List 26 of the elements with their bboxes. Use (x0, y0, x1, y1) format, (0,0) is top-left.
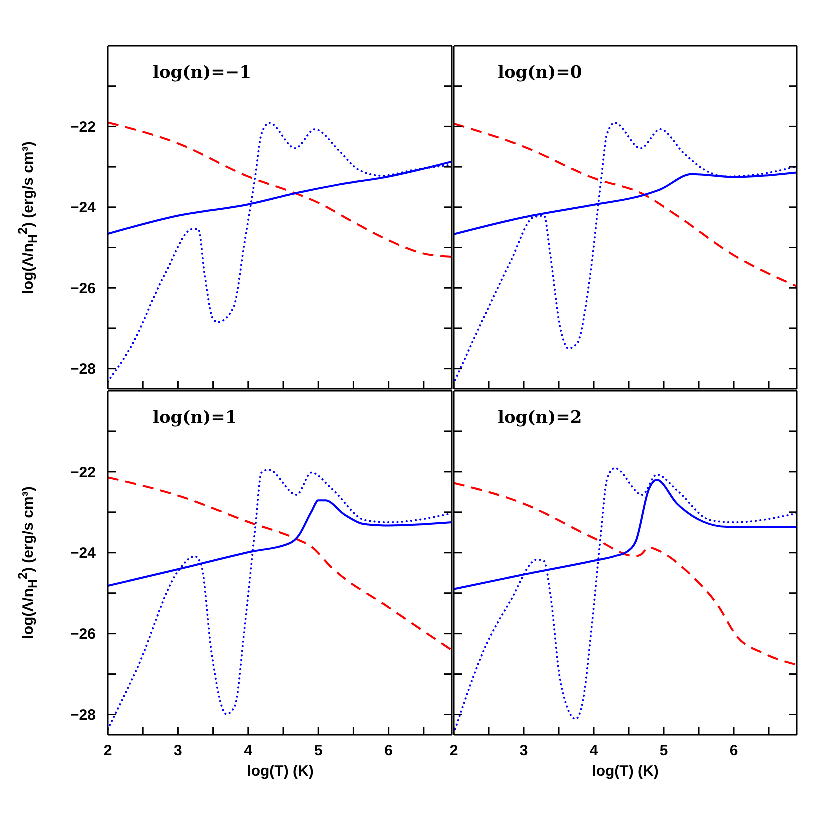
annotation: log(n)=2 (498, 408, 582, 428)
x-axis-title: log(T) (K) (591, 763, 660, 780)
x-tick-label: 4 (244, 742, 254, 760)
y-tick-label: −22 (70, 119, 96, 136)
line-series (108, 122, 452, 258)
x-tick-label: 2 (450, 742, 458, 760)
line-series (108, 476, 452, 652)
x-tick-label: 5 (660, 742, 668, 760)
x-tick-label: 4 (590, 742, 599, 760)
y-tick-label: −24 (70, 545, 97, 562)
y-tick-label: −26 (70, 280, 96, 298)
x-tick-label: 5 (314, 742, 323, 760)
y-tick-label: −28 (70, 707, 96, 724)
x-tick-label: 3 (174, 742, 182, 760)
y-tick-label: −22 (70, 464, 96, 482)
x-tick-label: 6 (730, 742, 738, 760)
y-tick-label: −28 (70, 361, 96, 378)
y-tick-label: −26 (70, 626, 96, 644)
annotation: log(n)=−1 (153, 63, 252, 83)
annotation: log(n)=0 (498, 63, 582, 83)
y-tick-label: −24 (70, 200, 97, 217)
x-tick-label: 6 (384, 742, 393, 760)
x-tick-label: 3 (520, 742, 528, 760)
x-tick-label: 2 (104, 742, 112, 760)
x-axis-title: log(T) (K) (246, 763, 315, 780)
annotation: log(n)=1 (153, 408, 238, 428)
